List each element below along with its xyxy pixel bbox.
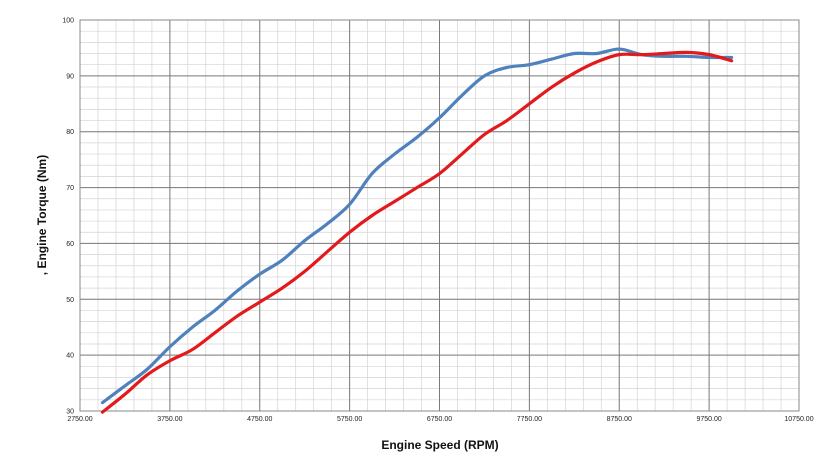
red-torque-line: [100, 50, 734, 414]
y-tick-labels: 30 40 50 60 70 80 90 100: [62, 18, 74, 416]
y-tick-label: 50: [66, 297, 74, 304]
x-tick-label: 6750.00: [427, 416, 452, 423]
y-tick-label: 80: [66, 129, 74, 136]
y-axis-title: , Engine Torque (Nm): [35, 155, 49, 275]
blue-torque-line: [100, 47, 734, 405]
x-tick-label: 9750.00: [696, 416, 721, 423]
y-tick-label: 90: [66, 73, 74, 80]
y-tick-label: 40: [66, 353, 74, 360]
x-tick-label: 7750.00: [517, 416, 542, 423]
x-tick-label: 4750.00: [247, 416, 272, 423]
major-grid: [79, 19, 800, 412]
x-tick-label: 8750.00: [607, 416, 632, 423]
plot-frame: [79, 19, 800, 412]
x-axis-title: Engine Speed (RPM): [381, 438, 498, 452]
y-tick-label: 70: [66, 185, 74, 192]
y-tick-label: 30: [66, 409, 74, 416]
y-tick-label: 60: [66, 241, 74, 248]
x-tick-label: 5750.00: [337, 416, 362, 423]
y-tick-label: 100: [62, 18, 74, 25]
x-tick-label: 3750.00: [157, 416, 182, 423]
x-tick-labels: 2750.00 3750.00 4750.00 5750.00 6750.00 7750.…: [67, 416, 813, 423]
series-lines: [100, 47, 734, 414]
x-tick-label: 2750.00: [67, 416, 92, 423]
x-tick-label: 10750.00: [784, 416, 813, 423]
